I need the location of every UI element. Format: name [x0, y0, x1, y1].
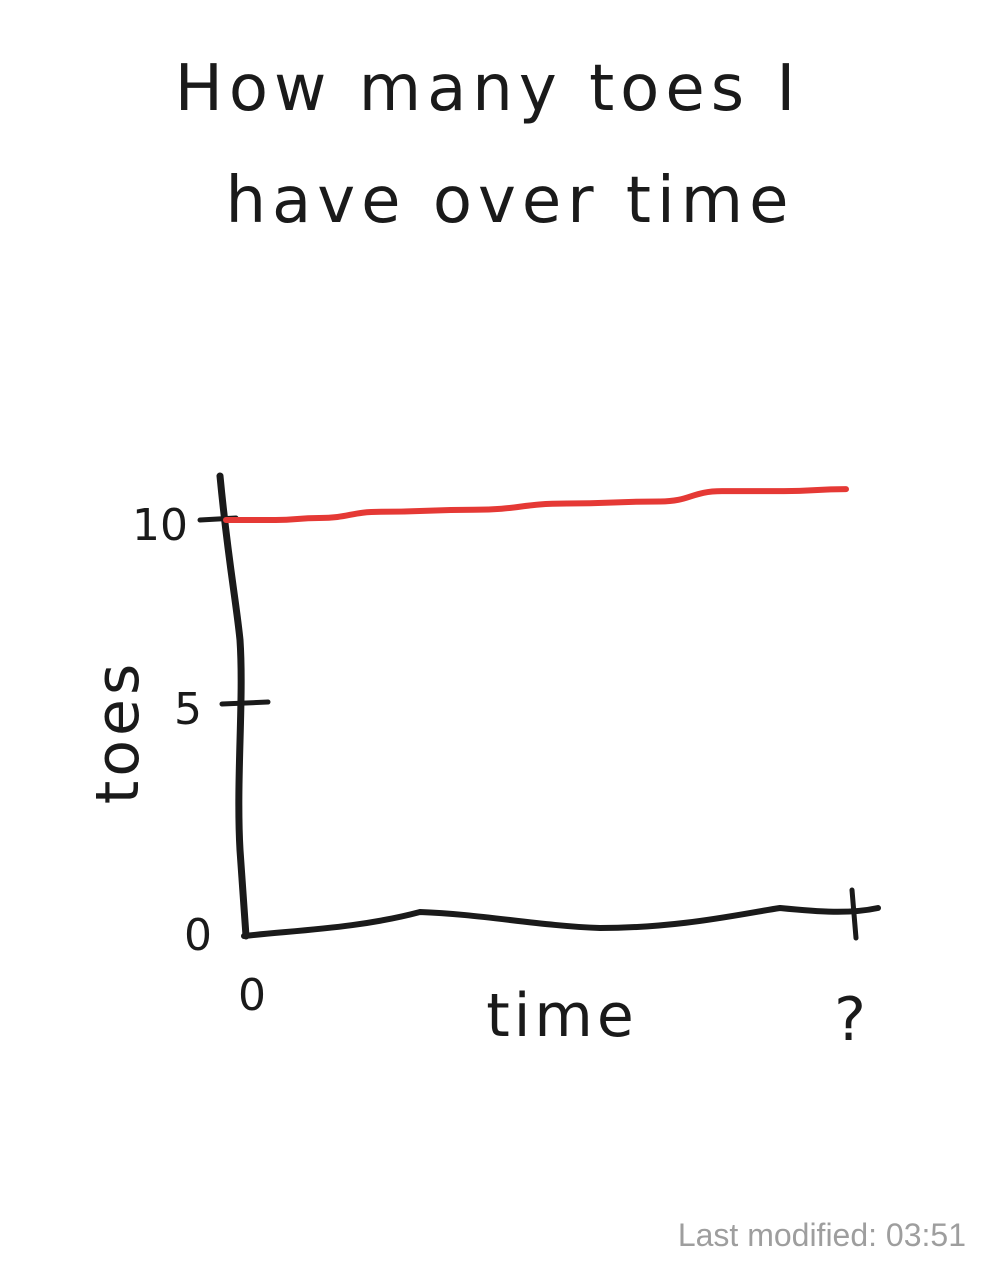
x-tick-label-end: ? — [834, 985, 866, 1055]
chart-title-line-2: have over time — [225, 164, 794, 238]
x-axis — [241, 904, 881, 939]
y-tick-mark-5 — [219, 699, 271, 707]
chart-title-line-1: How many toes I — [175, 52, 802, 126]
y-tick-label-0: 0 — [184, 910, 212, 961]
x-tick-label-0: 0 — [238, 970, 266, 1021]
x-axis-label: time — [486, 981, 638, 1051]
x-tick-mark-end — [849, 887, 859, 941]
y-axis — [216, 472, 250, 940]
series-layer — [223, 486, 849, 523]
y-tick-label-10: 10 — [132, 500, 188, 551]
y-axis-label: toes — [83, 660, 153, 804]
series-line-0 — [223, 486, 849, 523]
y-tick-label-5: 5 — [174, 684, 202, 735]
last-modified-text: Last modified: 03:51 — [677, 1217, 966, 1253]
